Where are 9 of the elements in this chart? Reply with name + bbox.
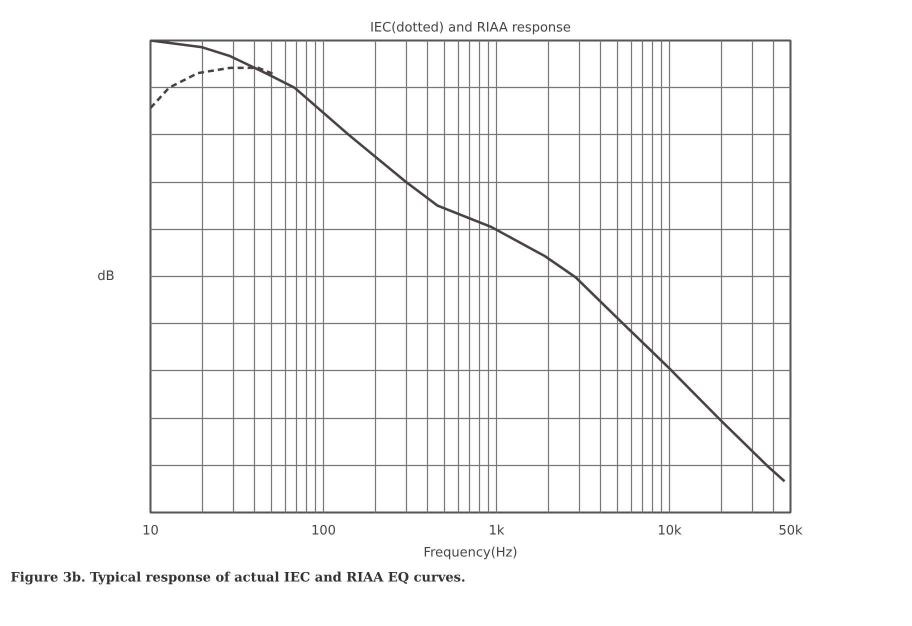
chart-title: IEC(dotted) and RIAA response — [370, 20, 571, 36]
x-tick-label: 50k — [778, 524, 804, 538]
caption: Figure 3b. Typical response of actual IEC and RIAA EQ curves. — [10, 570, 466, 586]
x-tick-label: 10 — [142, 524, 159, 538]
x-tick-label: 10k — [658, 524, 682, 538]
x-axis-title: Frequency(Hz) — [424, 546, 518, 560]
y-axis-title: dB — [97, 269, 114, 284]
x-tick-label: 1k — [488, 524, 505, 538]
x-tick-label: 100 — [311, 524, 336, 538]
